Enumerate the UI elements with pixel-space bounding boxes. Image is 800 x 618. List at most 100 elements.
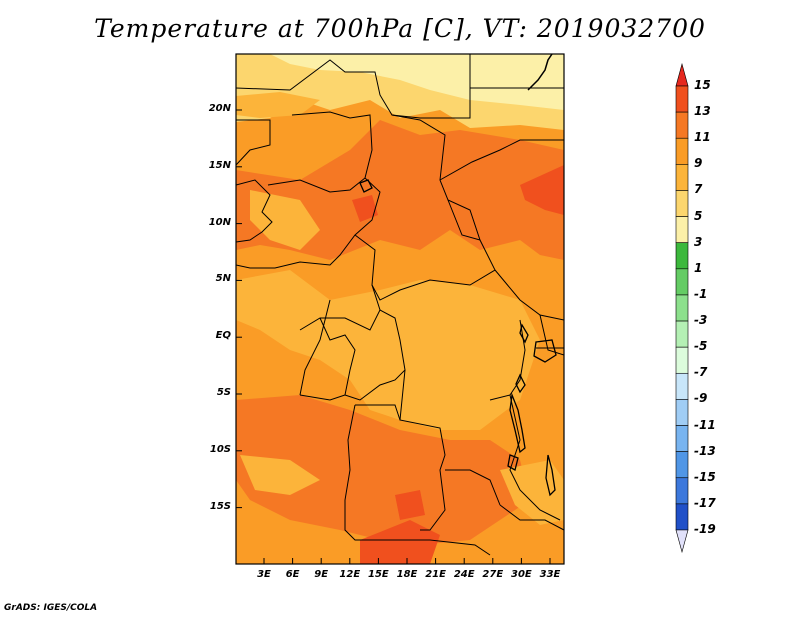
boundary-line	[299, 284, 381, 331]
lon-tick-label: 21E	[425, 569, 446, 580]
colorbar-swatch	[675, 346, 689, 374]
colorbar-label: 13	[694, 104, 711, 119]
boundary-line	[236, 111, 381, 269]
lake-chad	[359, 179, 373, 193]
lon-tick-label: 3E	[257, 569, 271, 580]
lake-kivu	[515, 373, 526, 394]
colorbar-swatch	[675, 425, 689, 452]
boundary-line	[439, 139, 564, 181]
colorbar-label: 15	[694, 78, 711, 92]
map-frame	[235, 53, 565, 565]
boundary-line	[499, 504, 564, 531]
boundary-line	[509, 319, 526, 396]
colorbar	[675, 62, 689, 554]
lon-tick-label: 30E	[511, 569, 532, 580]
lon-tick-label: 27E	[482, 569, 504, 580]
colorbar-label: -1	[694, 286, 708, 301]
lakes	[359, 179, 557, 497]
boundary-line	[494, 269, 564, 321]
red-sea-coast	[527, 53, 553, 91]
field-west-pale	[250, 190, 320, 250]
colorbar-label: -13	[694, 443, 716, 458]
map-title: Temperature at 700hPa [C], VT: 201903270…	[94, 14, 706, 43]
lat-tick-label: EQ	[215, 330, 231, 342]
lat-tick-label: 15S	[209, 500, 231, 512]
country-boundaries	[236, 54, 564, 556]
field-southeast-pale	[500, 460, 564, 525]
boundary-line	[445, 469, 501, 506]
colorbar-swatch	[675, 372, 689, 400]
boundary-line	[539, 314, 564, 356]
lake-albert	[519, 323, 529, 344]
lon-tick-label: 18E	[396, 569, 418, 580]
lat-tick-label: 10N	[208, 216, 231, 228]
boundary-line	[236, 54, 471, 119]
field-south-hot	[360, 520, 440, 564]
lon-tick-label: 15E	[368, 569, 389, 580]
field-south-warm	[236, 395, 530, 545]
lake-mweru	[507, 454, 519, 471]
lon-tick-label: 33E	[539, 569, 561, 580]
lat-tick-label: 5S	[216, 387, 231, 398]
temperature-field	[236, 54, 564, 564]
field-south-hot-2	[395, 490, 425, 520]
boundary-line	[447, 199, 481, 241]
colorbar-swatch	[675, 399, 689, 426]
colorbar-label: 9	[694, 156, 703, 171]
colorbar-label: 3	[694, 234, 703, 249]
lat-tick-label: 5N	[215, 273, 231, 285]
field-hot-spot-east	[520, 165, 564, 215]
colorbar-swatch	[675, 111, 689, 139]
colorbar-label: -15	[694, 469, 716, 484]
colorbar-swatch	[675, 242, 689, 270]
colorbar-swatch	[675, 477, 689, 505]
field-north-coolest	[270, 54, 564, 110]
colorbar-swatch	[675, 85, 689, 113]
colorbar-label: -3	[694, 313, 708, 328]
lon-tick-label: 24E	[453, 569, 475, 580]
boundary-line	[399, 369, 446, 531]
lake-tanganyika	[509, 392, 526, 454]
colorbar-label: 11	[694, 130, 711, 145]
colorbar-swatch	[675, 190, 689, 217]
colorbar-label: -17	[694, 495, 716, 510]
credit-text: GrADS: IGES/COLA	[4, 603, 98, 613]
colorbar-label: 5	[694, 208, 703, 223]
boundary-line	[236, 119, 271, 166]
colorbar-bottom-arrow	[675, 529, 689, 554]
lake-malawi	[545, 454, 556, 497]
lon-tick-label: 6E	[285, 569, 300, 580]
colorbar-swatch	[675, 320, 689, 348]
lon-tick-label: 12E	[339, 569, 361, 580]
lat-tick-label: 20N	[208, 103, 231, 114]
boundary-line	[299, 299, 331, 396]
colorbar-label: -5	[694, 339, 708, 354]
colorbar-swatch	[675, 164, 689, 191]
field-south-pale	[240, 455, 320, 495]
colorbar-swatch	[675, 451, 689, 479]
colorbar-label: 7	[694, 182, 703, 197]
lat-ticks	[236, 109, 242, 509]
boundary-line	[344, 404, 491, 556]
colorbar-swatch	[675, 137, 689, 165]
field-sahel-warm	[236, 120, 564, 260]
colorbar-label: -11	[694, 417, 716, 432]
lon-ticks	[263, 558, 551, 564]
field-congo-basin	[236, 270, 540, 430]
colorbar-label: -19	[694, 522, 716, 536]
lat-tick-label: 10S	[209, 443, 231, 455]
lake-victoria	[533, 339, 557, 363]
colorbar-label: -9	[694, 391, 708, 406]
colorbar-swatch	[675, 216, 689, 244]
colorbar-swatch	[675, 503, 689, 531]
colorbar-label: -7	[694, 365, 708, 380]
lon-tick-label: 9E	[314, 569, 329, 580]
lat-tick-label: 15N	[208, 159, 231, 171]
boundary-line	[299, 317, 356, 401]
colorbar-swatch	[675, 294, 689, 322]
boundary-line	[267, 177, 366, 193]
boundary-line	[355, 404, 401, 421]
boundary-line	[236, 179, 273, 243]
field-hot-spot-west	[352, 195, 378, 222]
